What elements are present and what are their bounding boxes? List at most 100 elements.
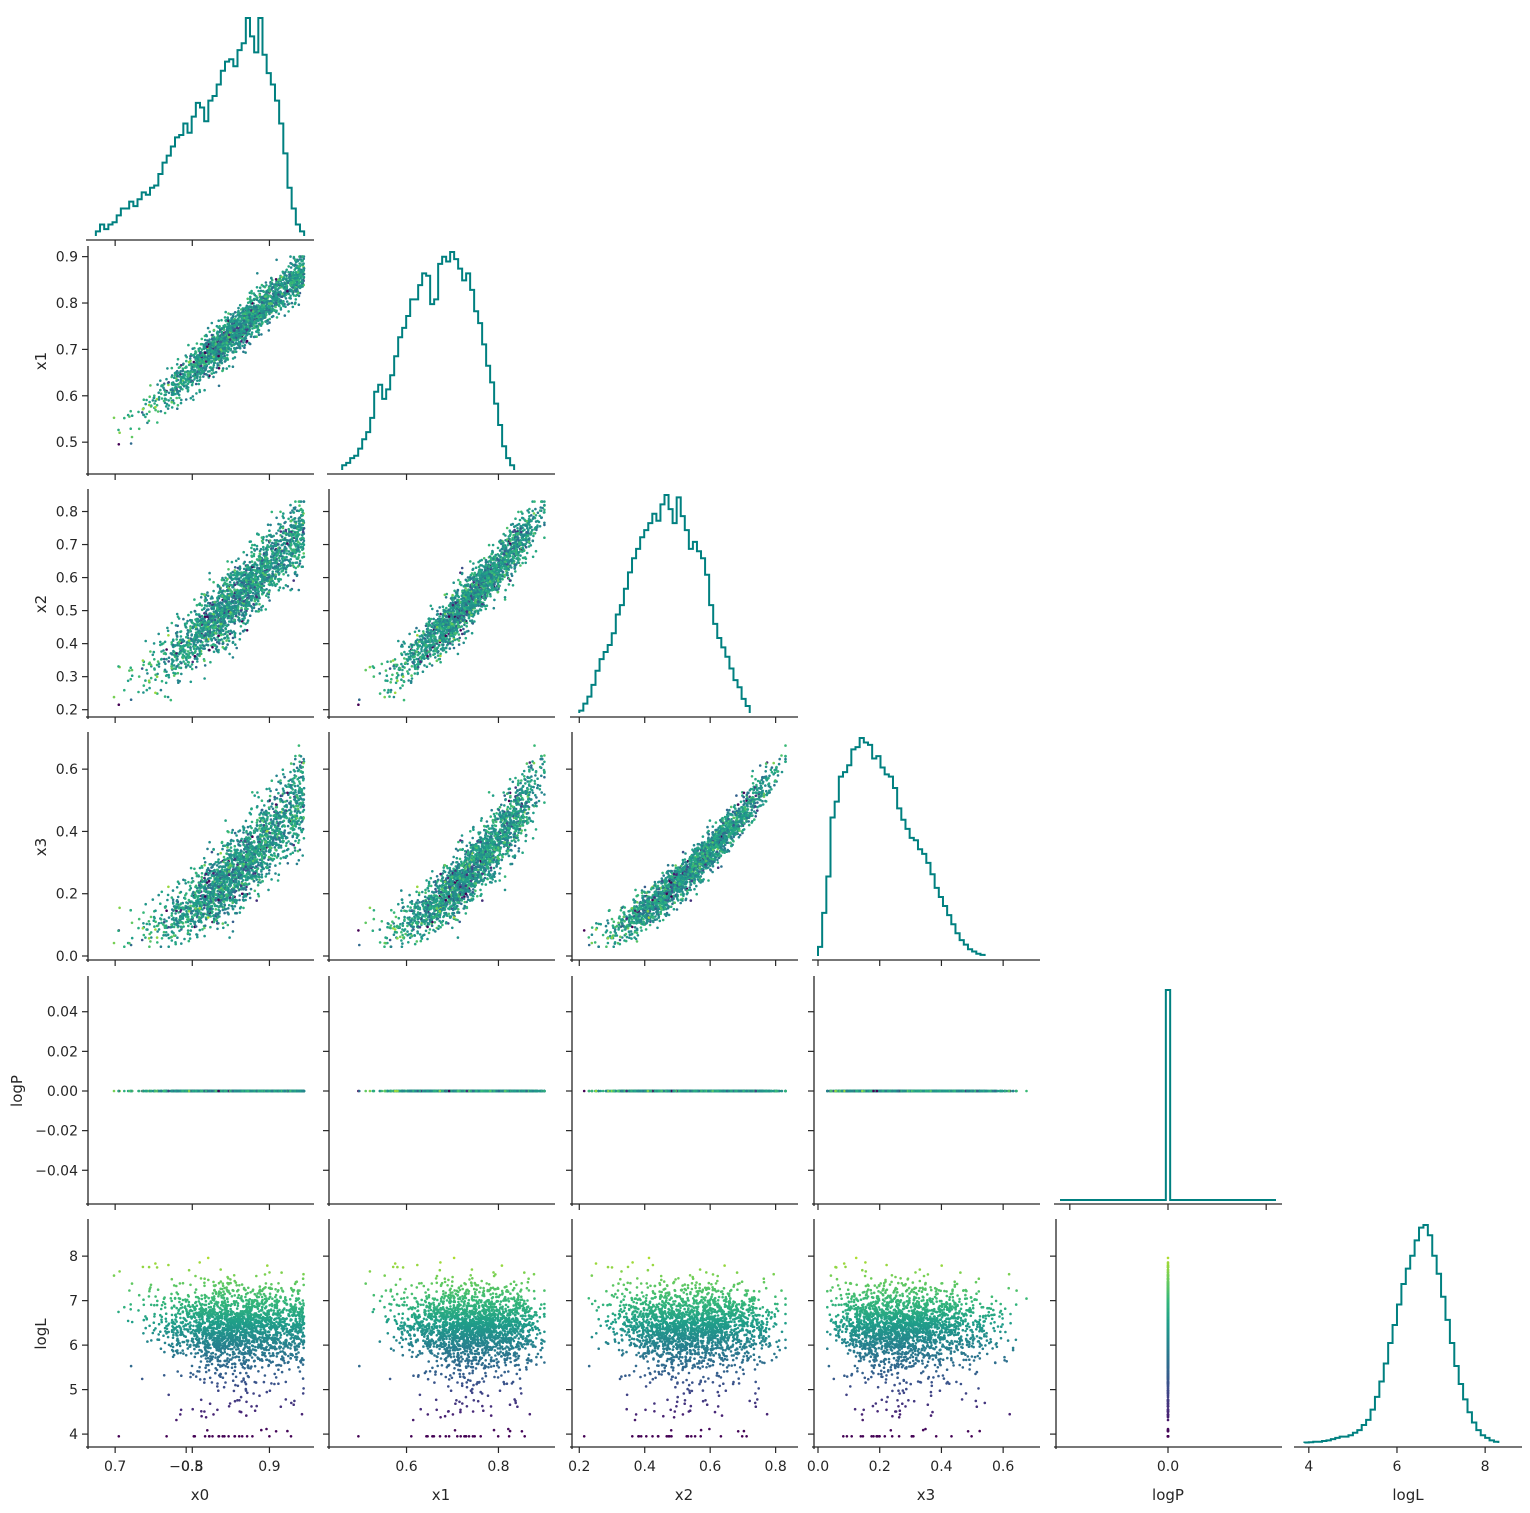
scatter-point — [170, 374, 174, 377]
scatter-point — [534, 507, 537, 511]
scatter-point — [275, 291, 278, 295]
scatter-point — [227, 596, 230, 599]
scatter-point — [177, 389, 180, 393]
scatter-point — [260, 608, 263, 612]
scatter-point — [281, 526, 285, 530]
histogram-x0 — [94, 17, 306, 236]
scatter-point — [225, 579, 228, 582]
scatter-point — [198, 654, 201, 657]
scatter-point — [261, 562, 264, 566]
scatter-point — [188, 629, 192, 632]
scatter-point — [182, 648, 185, 651]
scatter-point — [284, 584, 288, 587]
scatter-point — [270, 575, 274, 578]
scatter-point — [195, 376, 199, 380]
scatter-point — [222, 339, 226, 343]
scatter-point — [302, 267, 306, 270]
scatter-point — [207, 623, 210, 626]
scatter-point — [189, 680, 193, 684]
scatter-point — [298, 504, 301, 507]
scatter-point — [257, 610, 261, 613]
scatter-point — [280, 561, 284, 565]
scatter-point — [275, 316, 279, 319]
scatter-point — [157, 632, 160, 636]
scatter-point — [290, 301, 294, 305]
scatter-point — [257, 309, 261, 313]
scatter-point — [183, 371, 187, 374]
scatter-point — [216, 333, 219, 336]
scatter-point — [296, 530, 300, 534]
scatter-point — [285, 274, 288, 278]
scatter-point — [151, 399, 155, 402]
panel-x2-vs-x1 — [323, 489, 555, 723]
scatter-point — [229, 611, 232, 614]
scatter-point — [247, 577, 251, 580]
scatter-point — [295, 561, 299, 564]
scatter-point — [242, 604, 245, 607]
scatter-point — [190, 633, 194, 636]
scatter-point — [239, 625, 243, 628]
scatter-point — [234, 574, 238, 577]
scatter-point — [208, 604, 211, 608]
scatter-point — [218, 587, 222, 590]
scatter-point — [187, 363, 191, 367]
scatter-point — [282, 556, 286, 560]
scatter-point — [247, 318, 250, 322]
scatter-point — [187, 374, 190, 378]
scatter-point — [221, 369, 224, 373]
scatter-point — [215, 607, 219, 610]
scatter-point — [190, 663, 194, 666]
scatter-point — [223, 337, 227, 341]
scatter-point — [273, 297, 277, 300]
scatter-point — [223, 360, 227, 363]
scatter-point — [170, 381, 174, 385]
scatter-point — [141, 659, 145, 662]
scatter-point — [192, 647, 196, 651]
scatter-point — [198, 602, 202, 605]
y-tick-label: 0.9 — [56, 250, 78, 266]
scatter-point — [154, 673, 157, 677]
scatter-point — [273, 556, 277, 560]
scatter-point — [274, 552, 277, 555]
scatter-point — [187, 343, 190, 347]
scatter-point — [202, 375, 205, 378]
scatter-point — [237, 322, 241, 326]
scatter-point — [245, 334, 248, 337]
scatter-point — [148, 410, 151, 414]
scatter-point — [231, 596, 235, 599]
scatter-point — [258, 313, 262, 317]
scatter-point — [226, 560, 229, 563]
scatter-point — [280, 535, 284, 538]
scatter-point — [223, 323, 227, 327]
scatter-point — [255, 595, 258, 599]
scatter-point — [240, 308, 243, 311]
scatter-point — [224, 600, 227, 603]
scatter-point — [186, 650, 190, 653]
scatter-point — [154, 408, 157, 412]
scatter-point — [224, 627, 227, 630]
scatter-point — [234, 614, 238, 618]
scatter-point — [257, 331, 260, 334]
scatter-point — [181, 655, 184, 659]
scatter-point — [188, 357, 192, 360]
scatter-point — [244, 326, 248, 329]
scatter-point — [223, 624, 226, 627]
scatter-point — [219, 355, 223, 358]
scatter-point — [155, 403, 159, 407]
scatter-point — [273, 565, 277, 568]
scatter-point — [227, 639, 231, 643]
scatter-point — [252, 292, 256, 295]
scatter-point — [179, 635, 183, 638]
scatter-point — [144, 415, 147, 419]
scatter-point — [231, 327, 235, 330]
scatter-point — [167, 404, 171, 407]
scatter-point — [289, 294, 292, 298]
scatter-point — [203, 388, 206, 392]
scatter-point — [281, 292, 284, 296]
scatter-point — [216, 362, 219, 365]
scatter-point — [208, 340, 211, 344]
scatter-point — [220, 629, 224, 632]
scatter-point — [215, 336, 219, 339]
scatter-point — [249, 300, 253, 304]
scatter-point — [267, 590, 271, 594]
